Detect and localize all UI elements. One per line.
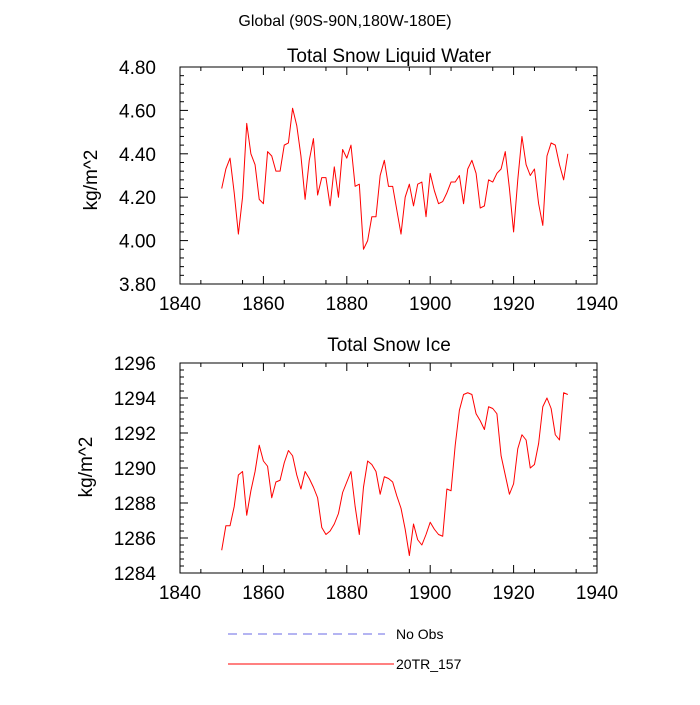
y-tick-label: 4.60 (119, 101, 156, 122)
x-tick-label: 1900 (409, 294, 451, 315)
y-tick-label: 1284 (114, 564, 157, 585)
legend-label-20tr-157: 20TR_157 (396, 656, 462, 672)
chart-panel-snow-ice: Total Snow Ice kg/m^2 1840 1860 1880 1900 19… (76, 335, 618, 604)
y-tick-label: 1296 (114, 354, 156, 375)
y-axis-label: kg/m^2 (81, 150, 102, 211)
tick-labels: 1840 1860 1880 1900 1920 1940 1284 1286 1288 1290… (114, 354, 618, 604)
y-tick-label: 1294 (114, 389, 157, 410)
figure-suptitle: Global (90S-90N,180W-180E) (238, 13, 451, 30)
x-tick-label: 1840 (159, 583, 201, 604)
chart-title: Total Snow Liquid Water (287, 46, 492, 67)
y-tick-label: 4.00 (119, 232, 156, 253)
y-tick-label: 1288 (114, 494, 156, 515)
x-tick-label: 1900 (409, 583, 451, 604)
plot-frame (179, 66, 598, 285)
y-tick-label: 3.80 (119, 275, 156, 296)
chart-title: Total Snow Ice (327, 335, 451, 356)
legend: No Obs 20TR_157 (228, 626, 462, 672)
x-tick-label: 1880 (326, 294, 368, 315)
x-tick-label: 1860 (242, 294, 284, 315)
y-tick-label: 1286 (114, 529, 156, 550)
x-tick-label: 1940 (576, 294, 618, 315)
x-tick-label: 1840 (159, 294, 201, 315)
y-tick-label: 4.80 (119, 58, 156, 79)
legend-label-no-obs: No Obs (396, 626, 443, 642)
axis-ticks (179, 66, 598, 285)
x-tick-label: 1920 (492, 583, 534, 604)
chart-panel-snow-liquid-water: Total Snow Liquid Water kg/m^2 1840 1860 1… (81, 46, 618, 315)
x-tick-label: 1920 (492, 294, 534, 315)
y-axis-label: kg/m^2 (76, 437, 97, 498)
x-tick-label: 1940 (576, 583, 618, 604)
x-tick-label: 1880 (326, 583, 368, 604)
tick-labels: 1840 1860 1880 1900 1920 1940 3.80 4.00 4.20 4.40… (119, 58, 618, 315)
series-line-20tr-157 (221, 107, 569, 250)
plot-frame (179, 362, 598, 574)
axis-ticks (179, 362, 598, 574)
x-tick-label: 1860 (242, 583, 284, 604)
series-group (221, 392, 569, 556)
y-tick-label: 1292 (114, 424, 156, 445)
series-group (221, 107, 569, 250)
series-line-20tr-157 (221, 392, 569, 556)
y-tick-label: 1290 (114, 459, 156, 480)
y-tick-label: 4.40 (119, 145, 156, 166)
y-tick-label: 4.20 (119, 188, 156, 209)
